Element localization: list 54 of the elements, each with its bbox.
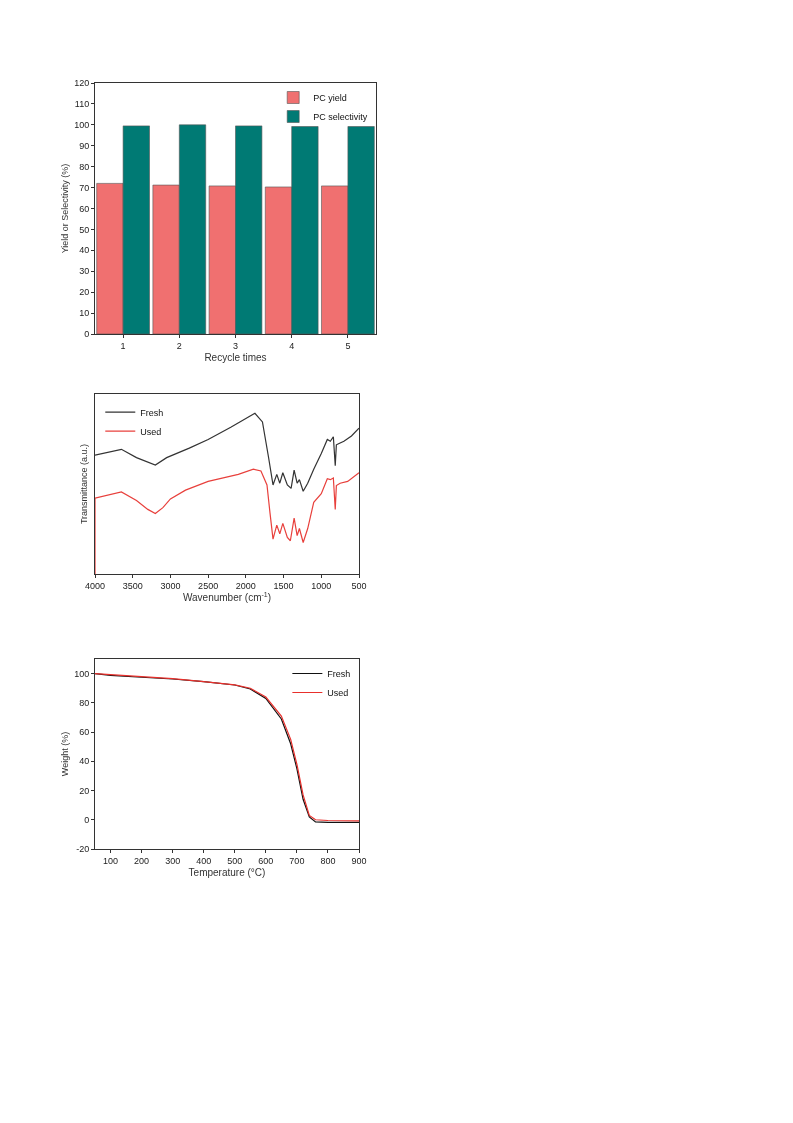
x-axis-title: Wavenumber (cm$^{-1}$)	[182, 591, 272, 604]
y-tick-label: 40	[79, 245, 90, 256]
x-axis-title: Temperature (°C)	[188, 867, 266, 879]
y-tick-label: 80	[79, 698, 90, 708]
y-tick-label: 20	[79, 287, 90, 298]
x-tick-label: 900	[351, 855, 367, 866]
x-tick-label: 3	[232, 340, 239, 351]
x-tick-label: 2500	[198, 580, 219, 591]
y-tick-label: 10	[79, 308, 90, 319]
x-tick-label: 400	[196, 855, 212, 866]
y-tick-label: 100	[74, 668, 90, 679]
x-tick-label: 200	[134, 855, 150, 866]
y-tick-label: 0	[84, 814, 90, 825]
legend-label: PC selectivity	[313, 112, 368, 123]
x-tick-label: 1500	[273, 580, 294, 591]
y-tick-label: 30	[79, 266, 90, 277]
x-tick-label: 600	[258, 855, 274, 866]
y-axis-title: Yield or Selectivity (%)	[59, 163, 70, 254]
legend-label: PC yield	[313, 93, 347, 104]
x-tick-label: 4	[289, 340, 295, 351]
y-tick-label: 20	[79, 785, 90, 796]
x-tick-label: 3500	[122, 580, 143, 591]
x-tick-label: 4000	[84, 580, 106, 591]
legend-label: Used	[140, 426, 162, 437]
y-tick-label: -20	[76, 844, 90, 855]
x-tick-label: 100	[103, 855, 119, 866]
y-tick-label: 60	[79, 727, 90, 738]
x-tick-label: 3000	[160, 580, 181, 591]
legend-label: Fresh	[140, 407, 164, 418]
y-tick-label: 70	[79, 182, 90, 193]
x-tick-label: 1	[120, 340, 126, 351]
y-axis-title: Transmittance (a.u.)	[79, 443, 90, 525]
x-tick-label: 1000	[311, 580, 332, 591]
y-axis-title: Weight (%)	[59, 731, 70, 777]
y-tick-label: 120	[74, 78, 90, 89]
x-tick-label: 2000	[235, 580, 256, 591]
x-tick-label: 700	[289, 855, 305, 866]
legend-label: Used	[327, 688, 349, 699]
y-tick-label: 100	[74, 119, 90, 130]
y-tick-label: 50	[79, 224, 90, 235]
y-tick-label: 90	[79, 140, 90, 151]
y-tick-label: 110	[74, 99, 90, 110]
x-tick-label: 2	[176, 340, 182, 351]
x-tick-label: 300	[165, 855, 181, 866]
x-tick-label: 500	[227, 855, 243, 866]
x-tick-label: 800	[320, 855, 336, 866]
x-tick-label: 500	[351, 580, 367, 591]
x-tick-label: 5	[345, 340, 351, 351]
y-tick-label: 80	[79, 161, 90, 172]
x-axis-title: Recycle times	[204, 352, 267, 364]
y-tick-label: 60	[79, 203, 90, 214]
y-tick-label: 40	[79, 756, 90, 767]
legend-label: Fresh	[327, 669, 351, 680]
y-tick-label: 0	[84, 329, 90, 340]
